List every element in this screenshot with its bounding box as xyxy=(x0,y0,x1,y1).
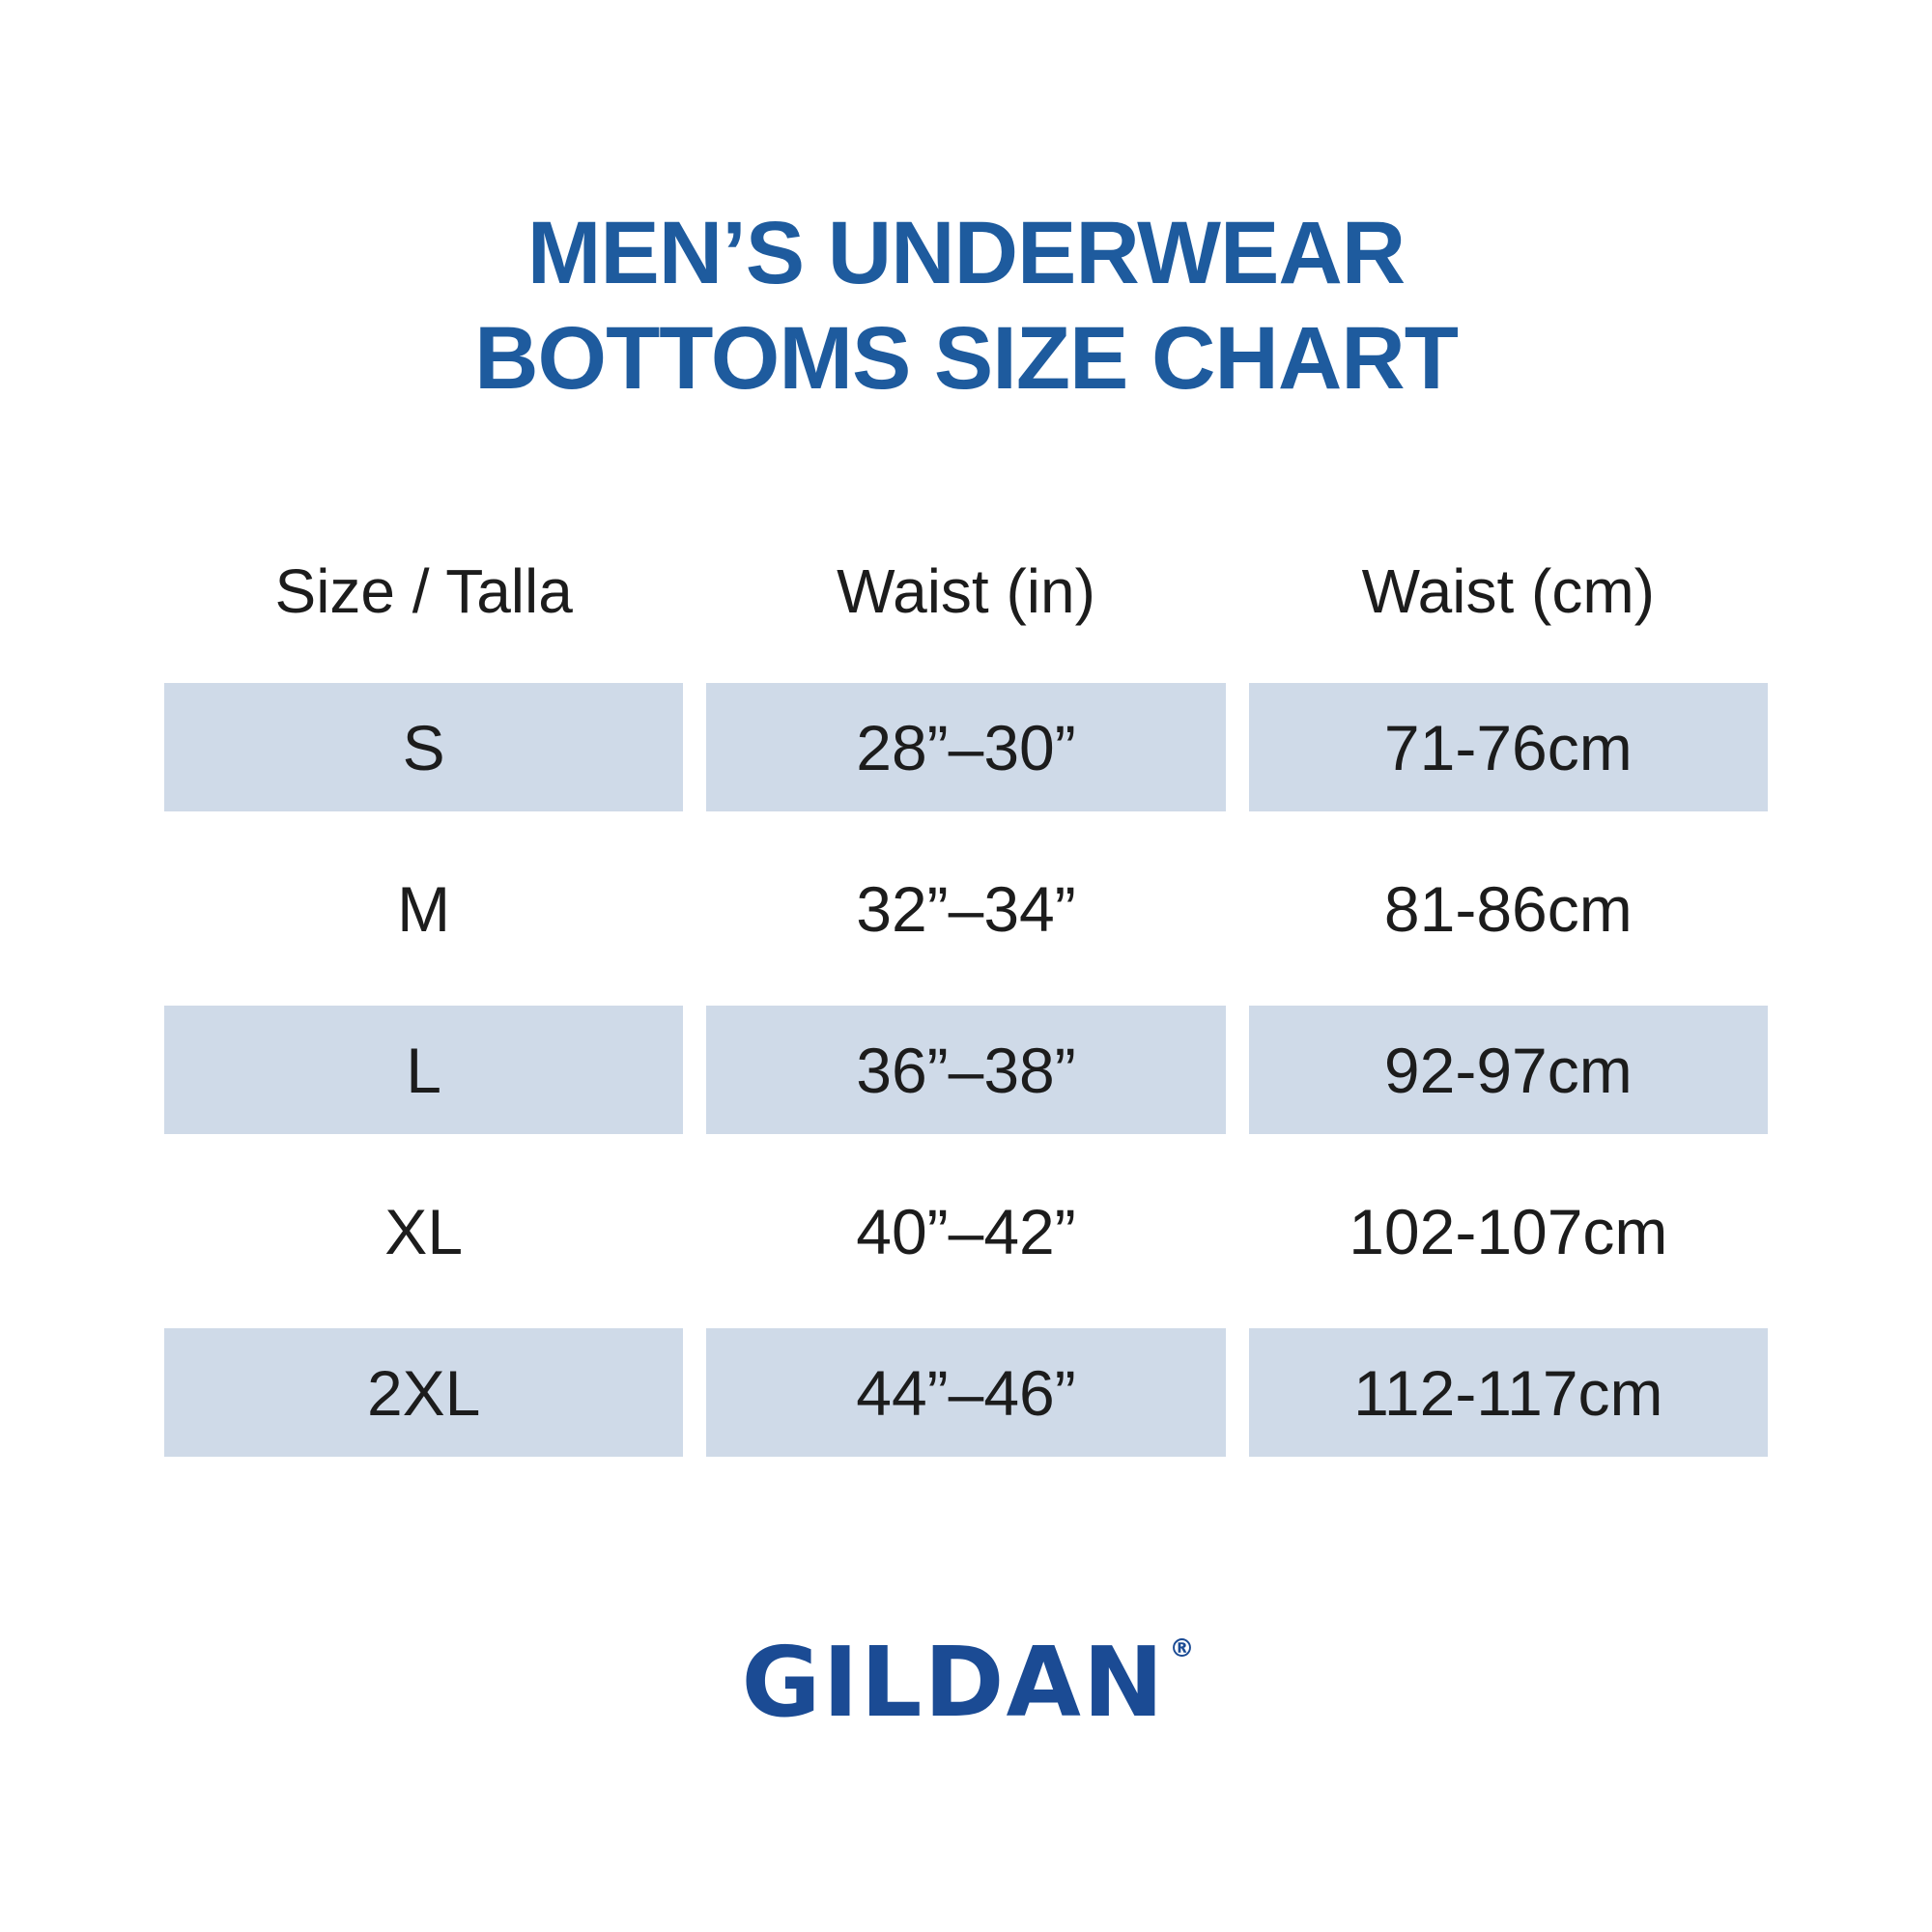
cell-waist-in-xl: 40”–42” xyxy=(706,1167,1226,1296)
cell-size-2xl: 2XL xyxy=(164,1328,684,1458)
cell-waist-cm-xl: 102-107cm xyxy=(1248,1167,1768,1296)
column-header-size-talla: Size / Talla xyxy=(274,556,573,627)
page-title: MEN’S UNDERWEAR BOTTOMS SIZE CHART xyxy=(0,0,1932,411)
size-table: Size / Talla Waist (in) Waist (cm) S 28”… xyxy=(164,555,1768,1458)
cell-waist-cm-s: 71-76cm xyxy=(1248,683,1768,812)
page-title-line-2: BOTTOMS SIZE CHART xyxy=(474,308,1459,408)
cell-size-xl: XL xyxy=(164,1167,684,1296)
brand-wordmark: GILDAN xyxy=(741,1626,1166,1740)
cell-waist-cm-m: 81-86cm xyxy=(1248,844,1768,974)
column-header-waist-in: Waist (in) xyxy=(837,556,1095,627)
brand-logo: GILDAN ® xyxy=(0,1634,1932,1731)
column-header-waist-cm: Waist (cm) xyxy=(1361,556,1655,627)
cell-waist-cm-2xl: 112-117cm xyxy=(1248,1328,1768,1458)
table-row-s: S 28”–30” 71-76cm xyxy=(164,683,1768,812)
cell-waist-in-2xl: 44”–46” xyxy=(706,1328,1226,1458)
table-row-m: M 32”–34” 81-86cm xyxy=(164,844,1768,974)
table-row-xl: XL 40”–42” 102-107cm xyxy=(164,1167,1768,1296)
cell-waist-in-s: 28”–30” xyxy=(706,683,1226,812)
cell-size-s: S xyxy=(164,683,684,812)
cell-waist-in-m: 32”–34” xyxy=(706,844,1226,974)
page-title-line-1: MEN’S UNDERWEAR xyxy=(526,204,1406,302)
table-header-row: Size / Talla Waist (in) Waist (cm) xyxy=(164,555,1768,683)
table-row-l: L 36”–38” 92-97cm xyxy=(164,1006,1768,1135)
cell-size-l: L xyxy=(164,1006,684,1135)
cell-size-m: M xyxy=(164,844,684,974)
cell-waist-in-l: 36”–38” xyxy=(706,1006,1226,1135)
registered-trademark-icon: ® xyxy=(1169,1634,1195,1664)
table-row-2xl: 2XL 44”–46” 112-117cm xyxy=(164,1328,1768,1458)
cell-waist-cm-l: 92-97cm xyxy=(1248,1006,1768,1135)
